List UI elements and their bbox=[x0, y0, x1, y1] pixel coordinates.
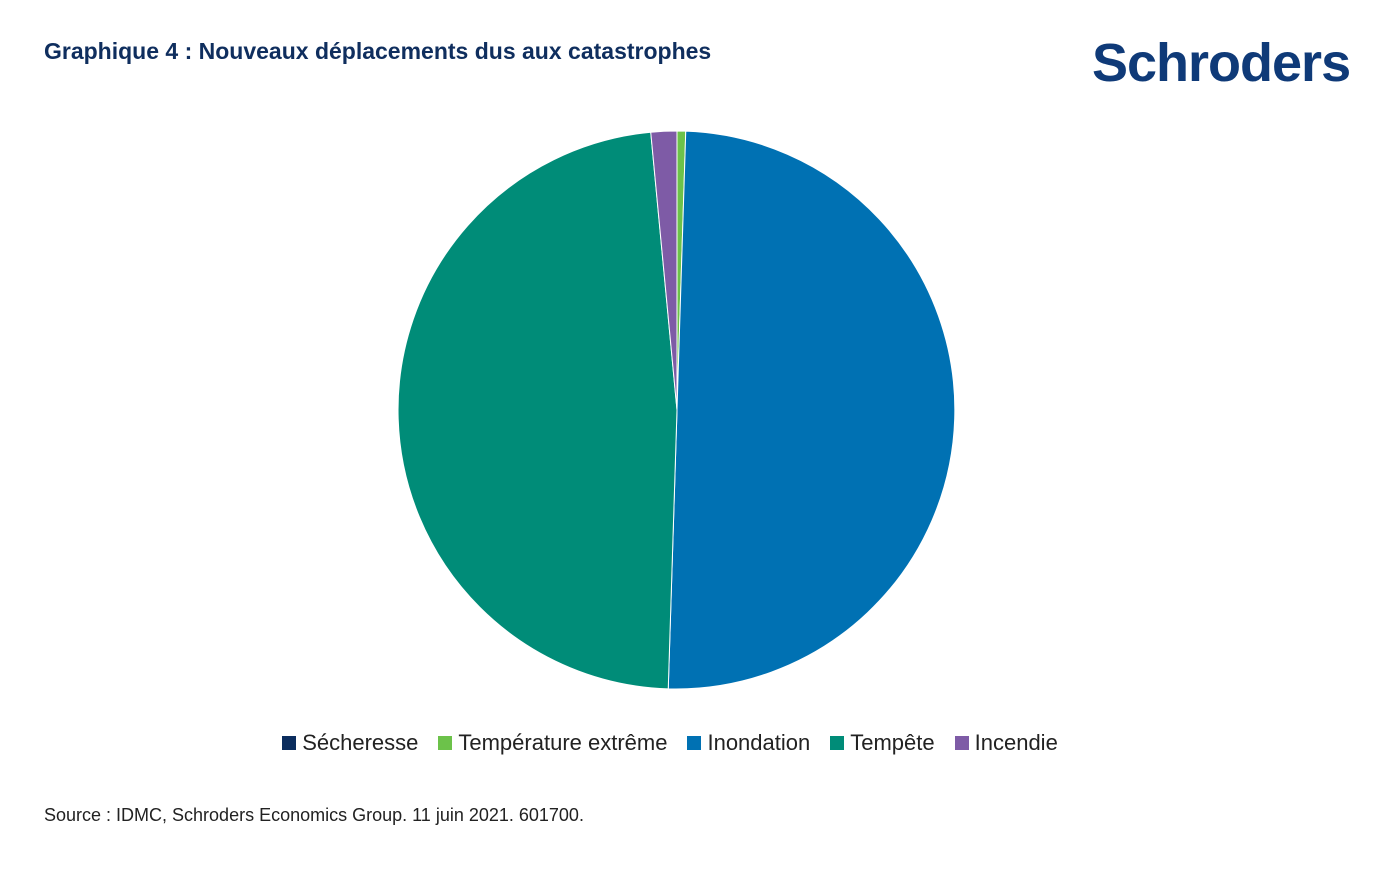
schroders-logo: Schroders bbox=[1092, 33, 1351, 93]
legend-label: Inondation bbox=[707, 730, 811, 755]
legend-swatch bbox=[687, 736, 702, 750]
legend-label: Incendie bbox=[974, 730, 1058, 755]
legend-item-inondation: Inondation bbox=[687, 730, 810, 756]
legend-swatch bbox=[282, 736, 297, 750]
legend-swatch bbox=[954, 736, 969, 750]
chart-title: Graphique 4 : Nouveaux déplacements dus … bbox=[44, 38, 712, 64]
chart-legend: Sécheresse Température extrême Inondation T… bbox=[0, 730, 1340, 756]
legend-label: Sécheresse bbox=[302, 730, 419, 755]
legend-item-incendie: Incendie bbox=[954, 730, 1058, 756]
legend-label: Tempête bbox=[850, 730, 935, 755]
legend-item-tempete: Tempête bbox=[830, 730, 935, 756]
pie-slice-tempete bbox=[397, 131, 678, 690]
pie-slice-incendie bbox=[650, 130, 678, 411]
legend-swatch bbox=[438, 736, 453, 750]
legend-item-secheresse: Sécheresse bbox=[282, 730, 418, 756]
source-note: Source : IDMC, Schroders Economics Group… bbox=[44, 805, 584, 825]
pie-chart bbox=[397, 130, 956, 690]
legend-swatch bbox=[830, 736, 845, 750]
legend-item-temperature-extreme: Température extrême bbox=[438, 730, 667, 756]
pie-slices bbox=[397, 130, 956, 690]
legend-label: Température extrême bbox=[458, 730, 668, 755]
pie-slice-inondation bbox=[667, 130, 956, 690]
